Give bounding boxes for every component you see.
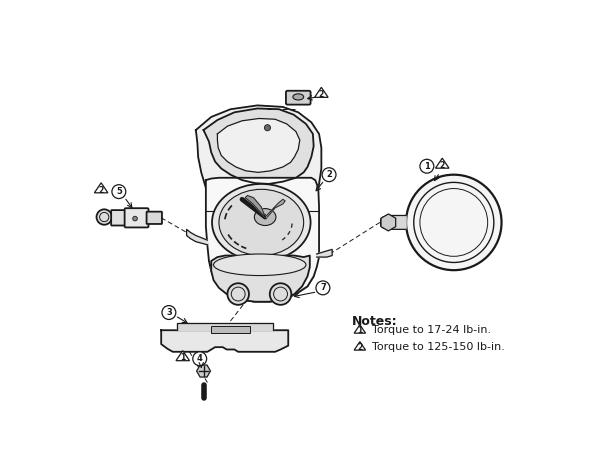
Ellipse shape [219, 189, 304, 255]
Polygon shape [176, 351, 190, 361]
Text: Torque to 17-24 lb-in.: Torque to 17-24 lb-in. [372, 325, 491, 335]
Text: 1: 1 [180, 354, 185, 363]
Ellipse shape [212, 184, 311, 261]
Text: 2: 2 [357, 343, 362, 352]
Text: 3: 3 [166, 308, 172, 317]
FancyBboxPatch shape [146, 212, 162, 224]
Text: 1: 1 [424, 162, 430, 171]
Text: Notes:: Notes: [352, 315, 398, 328]
Polygon shape [317, 249, 332, 257]
Circle shape [97, 210, 112, 225]
Circle shape [265, 125, 271, 131]
Polygon shape [380, 216, 406, 229]
Circle shape [270, 283, 292, 305]
Polygon shape [354, 325, 365, 333]
Text: 4: 4 [197, 354, 203, 363]
FancyBboxPatch shape [125, 208, 148, 228]
Polygon shape [211, 255, 310, 302]
Text: 5: 5 [116, 187, 122, 196]
Polygon shape [217, 118, 300, 173]
Circle shape [322, 168, 336, 182]
Polygon shape [94, 183, 108, 193]
Circle shape [162, 306, 176, 319]
Polygon shape [381, 214, 395, 231]
Polygon shape [354, 342, 365, 350]
Text: 2: 2 [326, 170, 332, 179]
Circle shape [193, 352, 206, 365]
Ellipse shape [214, 254, 306, 275]
Polygon shape [187, 229, 208, 245]
Polygon shape [206, 178, 319, 302]
Ellipse shape [293, 94, 304, 100]
Text: 7: 7 [320, 283, 326, 292]
Polygon shape [197, 365, 211, 377]
Circle shape [227, 283, 249, 305]
Text: 2: 2 [440, 161, 445, 170]
Circle shape [316, 281, 330, 295]
Ellipse shape [254, 209, 276, 226]
FancyBboxPatch shape [286, 91, 311, 105]
Text: 2: 2 [319, 90, 324, 99]
Polygon shape [176, 322, 273, 330]
Text: 1: 1 [357, 327, 362, 336]
Polygon shape [314, 87, 328, 97]
Polygon shape [161, 330, 288, 352]
Circle shape [406, 175, 502, 270]
Polygon shape [245, 195, 265, 217]
Bar [211, 327, 250, 333]
Polygon shape [436, 158, 449, 168]
FancyBboxPatch shape [111, 210, 127, 226]
Circle shape [133, 216, 137, 221]
Circle shape [420, 159, 434, 173]
Text: Torque to 125-150 lb-in.: Torque to 125-150 lb-in. [372, 342, 505, 352]
Polygon shape [265, 200, 285, 217]
Circle shape [112, 185, 126, 199]
Polygon shape [196, 105, 322, 302]
Text: 2: 2 [98, 186, 104, 195]
Polygon shape [203, 109, 314, 184]
